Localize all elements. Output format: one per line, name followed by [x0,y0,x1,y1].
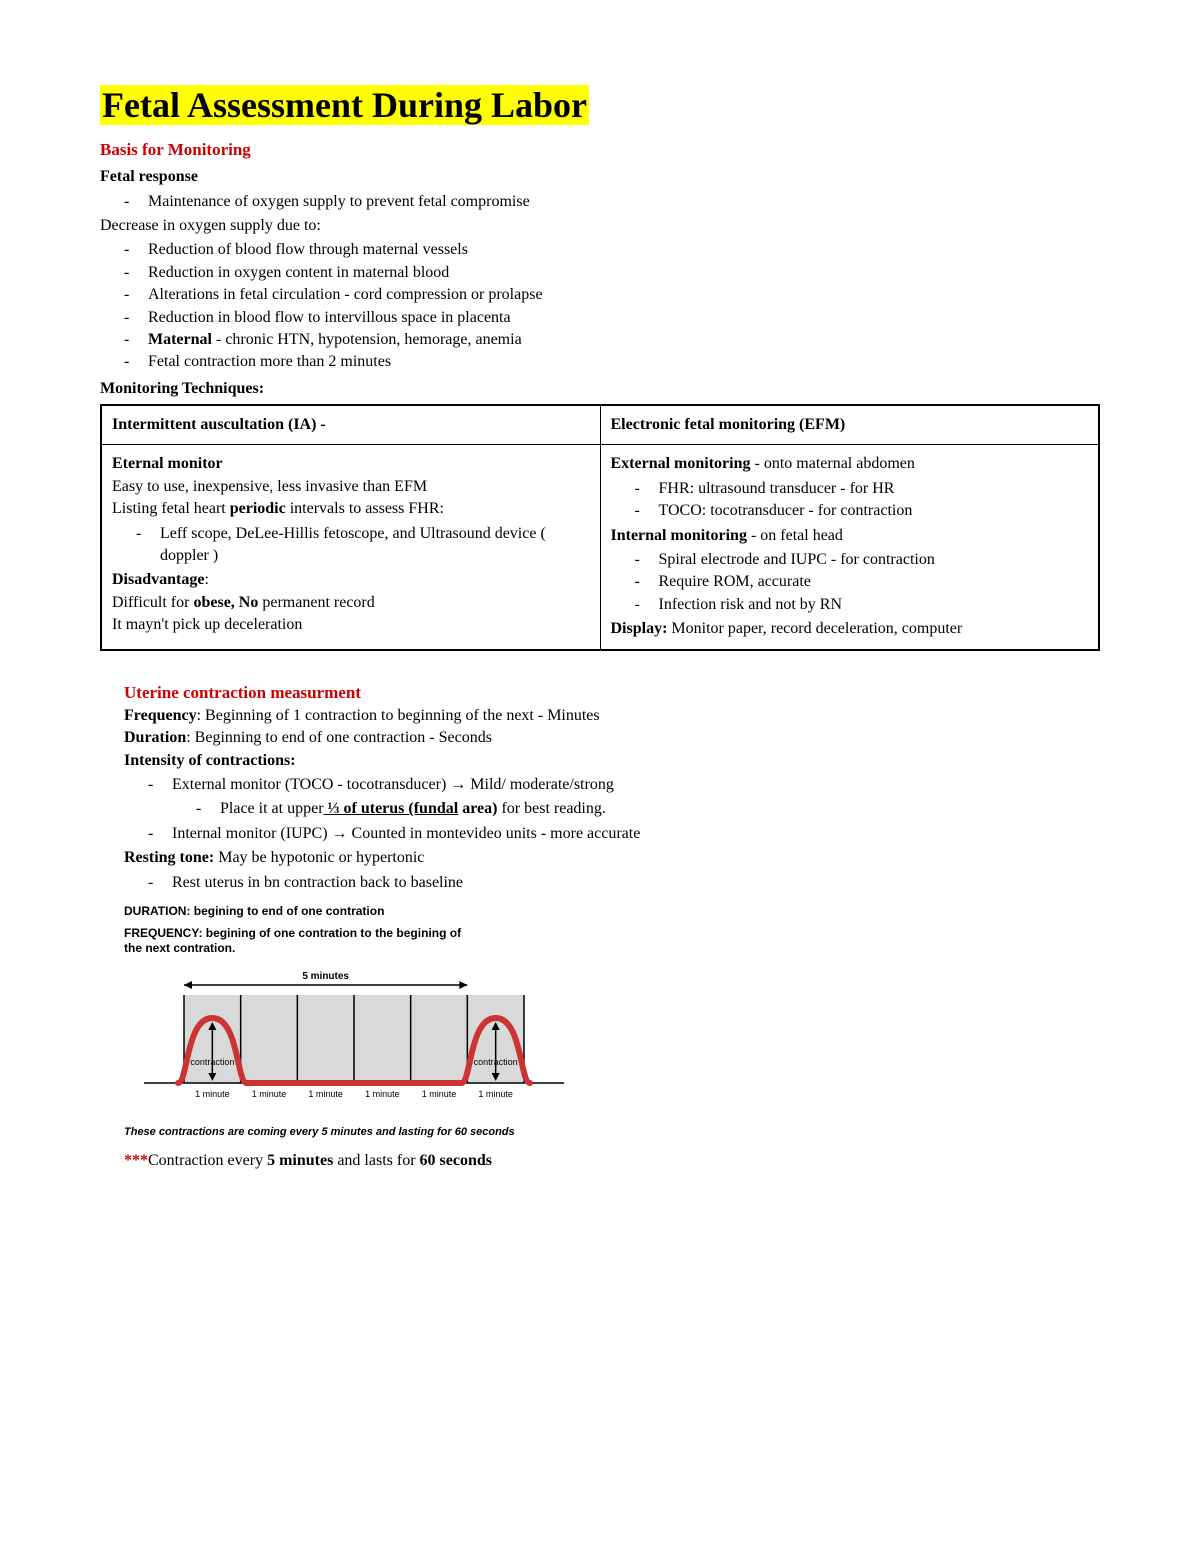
text: : Beginning to end of one contraction - … [186,729,492,746]
list-item: Internal monitor (IUPC) → Counted in mon… [172,823,1100,845]
bold-text: Display: [611,620,668,637]
sub-heading-monitoring: Monitoring Techniques: [100,378,1100,400]
body-text: Decrease in oxygen supply due to: [100,215,1100,237]
text: Resting tone: May be hypotonic or hypert… [124,847,1100,869]
page-title: Fetal Assessment During Labor [100,85,589,125]
oxygen-decrease-list: Reduction of blood flow through maternal… [100,239,1100,373]
table-header-efm: Electronic fetal monitoring (EFM) [600,405,1099,445]
text: Place it at upper [220,800,324,817]
list-item: Fetal contraction more than 2 minutes [148,351,1100,373]
list-item: Maternal - chronic HTN, hypotension, hem… [148,329,1100,351]
bold-text: Disadvantage [112,571,204,588]
bold-text: Maternal [148,331,212,348]
stars-icon: *** [124,1152,148,1169]
list-item: Spiral electrode and IUPC - for contract… [659,549,1089,571]
text: Easy to use, inexpensive, less invasive … [112,476,590,498]
text: for best reading. [497,800,605,817]
contraction-chart-block: DURATION: begining to end of one contrat… [124,904,1100,1140]
svg-text:contraction: contraction [190,1057,234,1067]
list-item: Reduction in oxygen content in maternal … [148,262,1100,284]
list-item: Require ROM, accurate [659,571,1089,593]
list-item: FHR: ultrasound transducer - for HR [659,478,1089,500]
text: Difficult for [112,594,193,611]
table-cell-efm: External monitoring - onto maternal abdo… [600,445,1099,650]
bold-text: Resting tone: [124,849,214,866]
svg-text:1 minute: 1 minute [365,1089,400,1099]
contraction-chart-svg: 5 minutes contraction contraction 1 minute 1… [124,963,584,1123]
text: It mayn't pick up deceleration [112,614,590,636]
table-header-ia: Intermittent auscultation (IA) - [101,405,600,445]
svg-text:contraction: contraction [474,1057,518,1067]
svg-text:1 minute: 1 minute [422,1089,457,1099]
list-item: Alterations in fetal circulation - cord … [148,284,1100,306]
bold-text: Frequency [124,707,197,724]
list-item: External monitor (TOCO - tocotransducer)… [172,774,1100,796]
section-heading-uterine: Uterine contraction measurment [124,681,1100,705]
bold-text: 60 seconds [420,1152,492,1169]
list-item: Reduction of blood flow through maternal… [148,239,1100,261]
svg-text:1 minute: 1 minute [478,1089,513,1099]
text: and lasts for [333,1152,419,1169]
bold-text: periodic [230,500,286,517]
fetal-response-list: Maintenance of oxygen supply to prevent … [100,191,1100,213]
text: - chronic HTN, hypotension, hemorage, an… [212,331,522,348]
chart-footer: These contractions are coming every 5 mi… [124,1125,1100,1140]
list-item: Place it at upper ⅓ of uterus (fundal ar… [220,798,1100,820]
text: May be hypotonic or hypertonic [214,849,424,866]
list-item: Maintenance of oxygen supply to prevent … [148,191,1100,213]
text: Contraction every [148,1152,267,1169]
text: Frequency: Beginning of 1 contraction to… [124,705,1100,727]
bold-text: Eternal monitor [112,455,223,472]
text: intervals to assess FHR: [286,500,444,517]
sub-heading-fetal-response: Fetal response [100,166,1100,188]
text: : Beginning of 1 contraction to beginnin… [197,707,600,724]
text: : [204,571,208,588]
list-item: Leff scope, DeLee-Hillis fetoscope, and … [160,523,590,568]
table-cell-ia: Eternal monitor Easy to use, inexpensive… [101,445,600,650]
list-item: Infection risk and not by RN [659,594,1089,616]
intensity-list: Internal monitor (IUPC) → Counted in mon… [100,823,1100,845]
chart-caption-frequency: FREQUENCY: begining of one contration to… [124,926,464,957]
list-item: Rest uterus in bn contraction back to ba… [172,872,1100,894]
svg-text:1 minute: 1 minute [308,1089,343,1099]
text: Listing fetal heart [112,500,230,517]
list-item: Reduction in blood flow to intervillous … [148,307,1100,329]
text: Duration: Beginning to end of one contra… [124,727,1100,749]
bold-text: Internal monitoring [611,527,747,544]
text: permanent record [258,594,374,611]
text: - on fetal head [747,527,843,544]
bold-text: Intensity of contractions: [124,750,1100,772]
footer-note: ***Contraction every 5 minutes and lasts… [124,1150,1100,1172]
chart-caption-duration: DURATION: begining to end of one contrat… [124,904,1100,920]
svg-text:5 minutes: 5 minutes [302,971,349,982]
list-item: TOCO: tocotransducer - for contraction [659,500,1089,522]
text: - onto maternal abdomen [751,455,915,472]
intensity-list: External monitor (TOCO - tocotransducer)… [100,774,1100,796]
monitoring-table: Intermittent auscultation (IA) - Electro… [100,404,1100,651]
bold-text: External monitoring [611,455,751,472]
bold-text: 5 minutes [267,1152,333,1169]
bold-underline-text: ⅓ of uterus (fundal [324,800,459,817]
bold-text: area) [458,800,497,817]
svg-text:1 minute: 1 minute [252,1089,287,1099]
text: Monitor paper, record deceleration, comp… [667,620,962,637]
bold-text: obese, No [193,594,258,611]
bold-text: Duration [124,729,186,746]
resting-tone-list: Rest uterus in bn contraction back to ba… [100,872,1100,894]
svg-text:1 minute: 1 minute [195,1089,230,1099]
intensity-sublist: Place it at upper ⅓ of uterus (fundal ar… [100,798,1100,820]
section-heading-basis: Basis for Monitoring [100,138,1100,162]
